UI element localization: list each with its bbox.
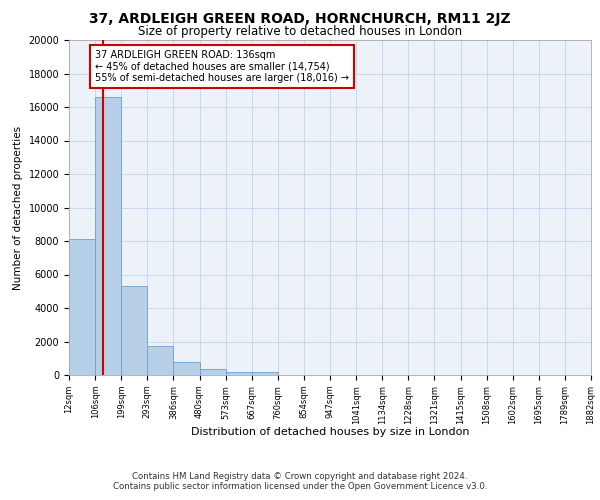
Bar <box>199 369 226 375</box>
Y-axis label: Number of detached properties: Number of detached properties <box>13 126 23 290</box>
Text: Size of property relative to detached houses in London: Size of property relative to detached ho… <box>138 25 462 38</box>
Bar <box>69 240 95 375</box>
Bar <box>148 346 173 375</box>
Bar <box>95 97 121 375</box>
Text: 37 ARDLEIGH GREEN ROAD: 136sqm
← 45% of detached houses are smaller (14,754)
55%: 37 ARDLEIGH GREEN ROAD: 136sqm ← 45% of … <box>95 50 349 83</box>
Bar <box>252 372 278 375</box>
Text: Contains HM Land Registry data © Crown copyright and database right 2024.: Contains HM Land Registry data © Crown c… <box>132 472 468 481</box>
Bar <box>121 286 148 375</box>
Bar <box>226 372 252 375</box>
X-axis label: Distribution of detached houses by size in London: Distribution of detached houses by size … <box>191 426 469 436</box>
Text: 37, ARDLEIGH GREEN ROAD, HORNCHURCH, RM11 2JZ: 37, ARDLEIGH GREEN ROAD, HORNCHURCH, RM1… <box>89 12 511 26</box>
Bar <box>173 362 199 375</box>
Text: Contains public sector information licensed under the Open Government Licence v3: Contains public sector information licen… <box>113 482 487 491</box>
